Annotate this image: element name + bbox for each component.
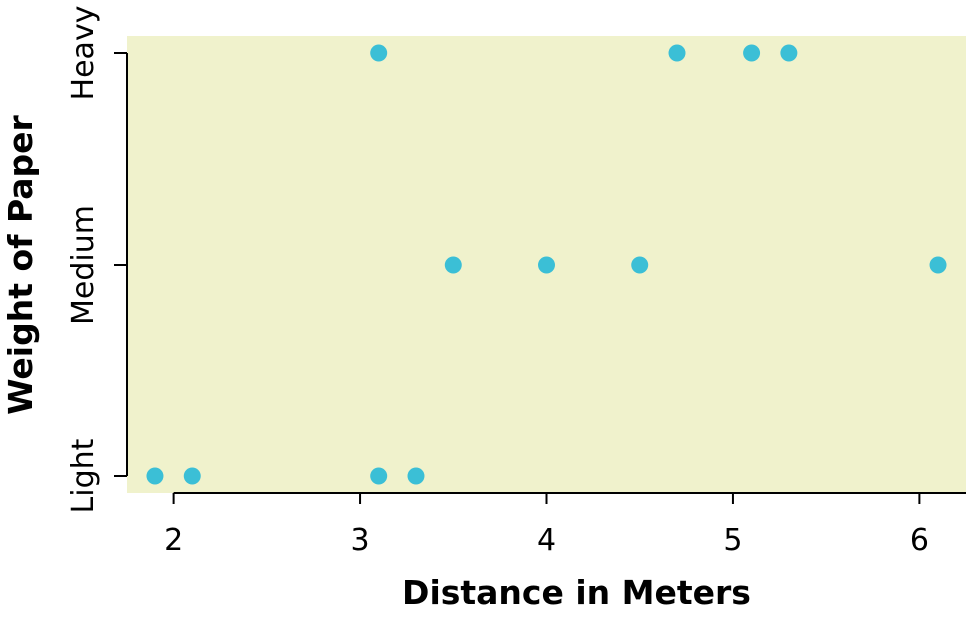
x-axis-title: Distance in Meters	[402, 573, 751, 612]
data-point	[444, 256, 462, 274]
x-tick-label: 6	[910, 523, 929, 558]
data-point	[780, 44, 798, 62]
y-axis-title: Weight of Paper	[1, 114, 40, 414]
y-tick-label: Medium	[66, 205, 101, 325]
data-point	[668, 44, 686, 62]
x-tick-label: 3	[351, 523, 370, 558]
y-tick-label: Light	[66, 438, 101, 513]
data-point	[743, 44, 761, 62]
data-point	[146, 467, 164, 485]
data-point	[370, 44, 388, 62]
data-point	[407, 467, 425, 485]
x-tick-label: 5	[723, 523, 742, 558]
x-tick-label: 4	[537, 523, 556, 558]
data-points	[146, 44, 947, 485]
data-point	[929, 256, 947, 274]
x-tick-label: 2	[164, 523, 183, 558]
data-point	[631, 256, 649, 274]
data-point	[370, 467, 388, 485]
y-tick-label: Heavy	[66, 6, 101, 101]
axes: 2 3 4 5 6 Light Medium Heavy	[66, 6, 966, 558]
data-point	[183, 467, 201, 485]
data-point	[538, 256, 555, 274]
